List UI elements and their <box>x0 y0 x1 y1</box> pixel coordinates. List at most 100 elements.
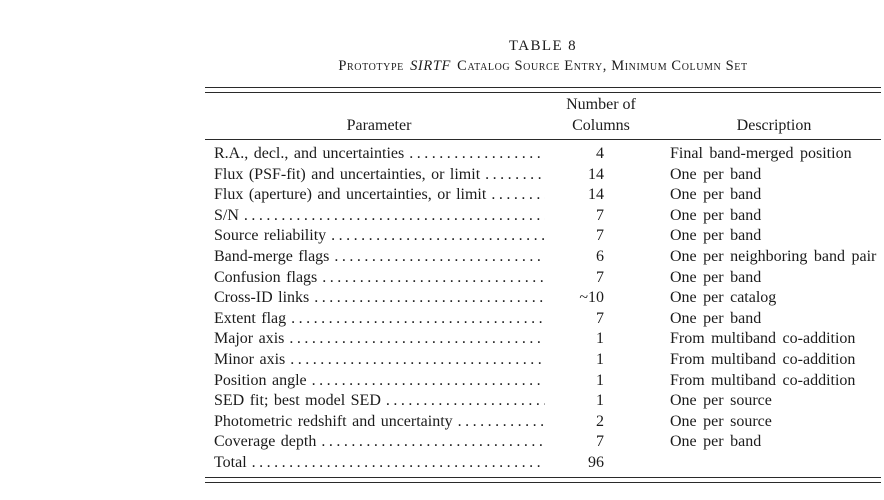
description-cell: Final band-merged position <box>670 145 852 162</box>
parameter-cell: Source reliability <box>205 226 553 247</box>
parameter-text: Coverage depth <box>214 433 317 451</box>
dot-leader <box>244 206 545 227</box>
parameter-cell: S/N <box>205 206 553 227</box>
parameter-text: Band-merge flags <box>214 247 330 265</box>
description-cell: One per band <box>670 268 762 286</box>
dot-leader <box>322 268 545 289</box>
parameter-cell: Confusion flags <box>205 268 553 289</box>
parameter-cell: Flux (PSF-fit) and uncertainties, or lim… <box>205 165 553 186</box>
table-body: R.A., decl., and uncertainties 4 Final ban… <box>205 140 881 474</box>
columns-cell: ~10 <box>579 289 604 307</box>
parameter-text: Extent flag <box>214 309 287 327</box>
parameter-cell: Flux (aperture) and uncertainties, or li… <box>205 185 553 206</box>
paper-table: TABLE 8 Prototype SIRTF Catalog Source E… <box>205 36 881 483</box>
table-row: Minor axis 1 From multiband co-addition <box>205 350 881 371</box>
columns-cell: 7 <box>596 206 604 224</box>
header-row: Parameter Number of Columns Description <box>205 95 881 136</box>
table-row: Source reliability 7 One per band <box>205 226 881 247</box>
table-row: Extent flag 7 One per band <box>205 309 881 330</box>
parameter-cell: Band-merge flags <box>205 247 553 268</box>
description-cell: One per source <box>670 392 772 410</box>
description-cell: One per catalog <box>670 289 777 307</box>
top-double-rule <box>205 87 881 93</box>
description-cell: One per neighboring band pair <box>670 247 877 265</box>
columns-cell: 1 <box>596 330 604 348</box>
parameter-text: Flux (PSF-fit) and uncertainties, or lim… <box>214 165 481 183</box>
description-cell: From multiband co-addition <box>670 371 856 389</box>
parameter-text: Minor axis <box>214 350 286 368</box>
dot-leader <box>485 165 545 186</box>
header-columns-line2: Columns <box>572 116 630 134</box>
subtitle-part1: Prototype <box>338 58 404 74</box>
parameter-text: Total <box>214 453 247 471</box>
dot-leader <box>252 453 545 474</box>
parameter-cell: Coverage depth <box>205 432 553 453</box>
header-description: Description <box>736 116 812 134</box>
dot-leader <box>409 144 545 165</box>
description-cell: One per band <box>670 309 762 327</box>
bottom-double-rule <box>205 476 881 483</box>
parameter-text: Major axis <box>214 330 285 348</box>
subtitle-part2: Catalog Source Entry, Minimum Column Set <box>457 58 748 74</box>
parameter-text: Position angle <box>214 371 307 389</box>
description-cell: One per band <box>670 433 762 451</box>
parameter-text: R.A., decl., and uncertainties <box>214 145 405 162</box>
columns-cell: 1 <box>596 350 604 368</box>
table-row: Flux (aperture) and uncertainties, or li… <box>205 185 881 206</box>
columns-cell: 7 <box>596 433 604 451</box>
table-row: Coverage depth 7 One per band <box>205 432 881 453</box>
parameter-text: Photometric redshift and uncertainty <box>214 412 453 430</box>
description-cell: One per band <box>670 186 762 204</box>
dot-leader <box>289 329 545 350</box>
columns-cell: 1 <box>596 371 604 389</box>
parameter-text: SED fit; best model SED <box>214 392 381 410</box>
dot-leader <box>491 185 545 206</box>
table-row: Cross-ID links ~10 One per catalog <box>205 288 881 309</box>
dot-leader <box>334 247 545 268</box>
columns-cell: 14 <box>588 165 604 183</box>
table-row: Band-merge flags 6 One per neighboring ban… <box>205 247 881 268</box>
description-cell: One per band <box>670 227 762 245</box>
table-row: Confusion flags 7 One per band <box>205 268 881 289</box>
parameter-text: Flux (aperture) and uncertainties, or li… <box>214 186 487 204</box>
parameter-cell: Position angle <box>205 371 553 392</box>
parameter-cell: Major axis <box>205 329 553 350</box>
dot-leader <box>314 288 545 309</box>
description-cell: From multiband co-addition <box>670 330 856 348</box>
parameter-text: Source reliability <box>214 227 327 245</box>
parameter-text: S/N <box>214 206 239 224</box>
dot-leader <box>291 309 545 330</box>
table-subtitle: Prototype SIRTF Catalog Source Entry, Mi… <box>205 56 881 76</box>
parameter-text: Confusion flags <box>214 268 318 286</box>
columns-cell: 14 <box>588 186 604 204</box>
table-row: Flux (PSF-fit) and uncertainties, or lim… <box>205 165 881 186</box>
table-row: SED fit; best model SED 1 One per source <box>205 391 881 412</box>
table-row: Total 96 <box>205 453 881 474</box>
table-row: Photometric redshift and uncertainty 2 One… <box>205 412 881 433</box>
dot-leader <box>386 391 545 412</box>
parameter-cell: Total <box>205 453 553 474</box>
dot-leader <box>312 371 545 392</box>
header-rule <box>205 139 881 140</box>
parameter-cell: Cross-ID links <box>205 288 553 309</box>
header-parameter: Parameter <box>346 116 412 134</box>
columns-cell: 4 <box>596 145 604 162</box>
dot-leader <box>290 350 545 371</box>
columns-cell: 2 <box>596 412 604 430</box>
subtitle-italic: SIRTF <box>410 58 451 74</box>
dot-leader <box>331 226 545 247</box>
columns-cell: 7 <box>596 268 604 286</box>
table-row: S/N 7 One per band <box>205 206 881 227</box>
description-cell: One per band <box>670 206 762 224</box>
columns-cell: 7 <box>596 227 604 245</box>
description-cell: One per source <box>670 412 772 430</box>
columns-cell: 6 <box>596 247 604 265</box>
dot-leader <box>321 432 545 453</box>
table-row: Major axis 1 From multiband co-addition <box>205 329 881 350</box>
columns-cell: 96 <box>588 453 604 471</box>
columns-cell: 1 <box>596 392 604 410</box>
header-columns-line1: Number of <box>566 96 636 113</box>
parameter-cell: Extent flag <box>205 309 553 330</box>
table-row: Position angle 1 From multiband co-additio… <box>205 371 881 392</box>
table-row: R.A., decl., and uncertainties 4 Final ban… <box>205 144 881 165</box>
